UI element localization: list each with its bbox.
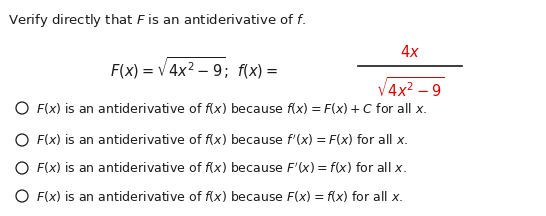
- Text: $F(x) = \sqrt{4x^2-9}$;  $\mathit{f}(x) =$: $F(x) = \sqrt{4x^2-9}$; $\mathit{f}(x) =…: [110, 55, 278, 81]
- Text: $F(x)$ is an antiderivative of $f(x)$ because $f(x) = F(x) + C$ for all $x$.: $F(x)$ is an antiderivative of $f(x)$ be…: [36, 100, 428, 116]
- Text: $F(x)$ is an antiderivative of $f(x)$ because $f\,'(x) = F(x)$ for all $x$.: $F(x)$ is an antiderivative of $f(x)$ be…: [36, 132, 408, 148]
- Text: $4x$: $4x$: [400, 44, 420, 60]
- Text: $F(x)$ is an antiderivative of $f(x)$ because $F(x) = f(x)$ for all $x$.: $F(x)$ is an antiderivative of $f(x)$ be…: [36, 189, 403, 203]
- Text: $\sqrt{4x^2-9}$: $\sqrt{4x^2-9}$: [376, 76, 444, 100]
- Text: Verify directly that $\mathit{F}$ is an antiderivative of $\mathit{f}$.: Verify directly that $\mathit{F}$ is an …: [8, 12, 306, 29]
- Text: $F(x)$ is an antiderivative of $f(x)$ because $F'(x) = f(x)$ for all $x$.: $F(x)$ is an antiderivative of $f(x)$ be…: [36, 160, 407, 176]
